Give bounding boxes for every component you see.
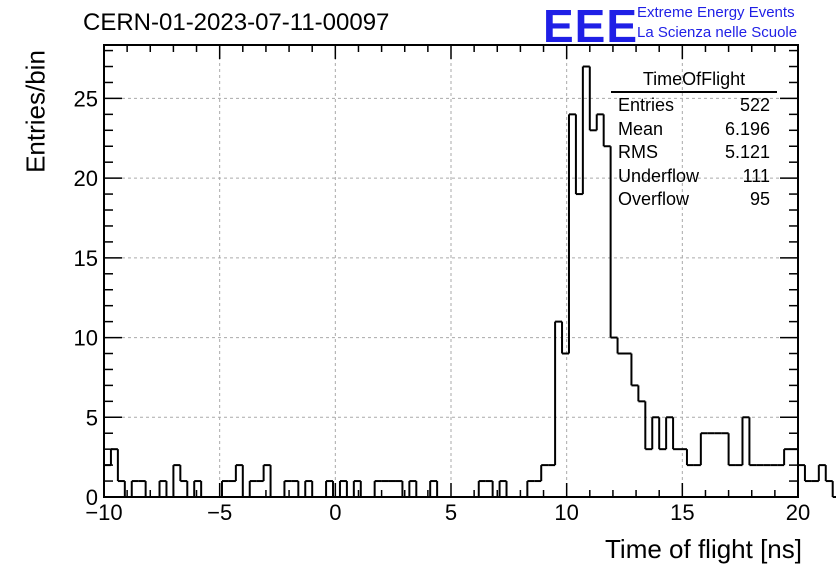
x-tick-label: −10 [85, 500, 122, 525]
y-tick-label: 20 [74, 166, 98, 191]
stats-label: Underflow [618, 165, 700, 186]
stats-value: 111 [742, 165, 770, 186]
stats-row-rms: RMS 5.121 [611, 140, 777, 164]
histogram-series [103, 65, 836, 498]
stats-box: TimeOfFlight Entries 522 Mean 6.196 RMS … [611, 69, 777, 211]
stats-row-entries: Entries 522 [611, 93, 777, 117]
stats-row-underflow: Underflow 111 [611, 164, 777, 188]
stats-row-overflow: Overflow 95 [611, 187, 777, 211]
eee-logo: EEE [543, 0, 639, 52]
stats-label: Overflow [618, 189, 690, 209]
y-tick-label: 25 [74, 86, 98, 111]
stats-label: Mean [618, 118, 664, 139]
y-tick-label: 15 [74, 246, 98, 271]
x-tick-label: 10 [554, 500, 578, 525]
stats-row-mean: Mean 6.196 [611, 117, 777, 141]
x-axis-label: Time of flight [ns] [605, 534, 802, 564]
x-tick-label: 15 [670, 500, 694, 525]
x-tick-label: −5 [207, 500, 232, 525]
stats-value: 5.121 [724, 142, 770, 162]
stats-value: 522 [739, 95, 770, 115]
x-tick-label: 5 [445, 500, 457, 525]
logo-tagline-1: Extreme Energy Events [637, 4, 795, 21]
x-tick-label: 0 [329, 500, 341, 525]
stats-label: Entries [618, 95, 675, 115]
stats-value: 6.196 [724, 118, 770, 139]
y-axis-label: Entries/bin [20, 50, 51, 173]
axis-ticks [103, 45, 799, 498]
x-tick-label: 20 [786, 500, 810, 525]
axis-tick-labels: −10 −5 0 5 10 15 20 0 5 10 15 20 25 [74, 86, 811, 525]
stats-title: TimeOfFlight [611, 69, 777, 93]
y-tick-label: 5 [86, 405, 98, 430]
run-title: CERN-01-2023-07-11-00097 [83, 9, 390, 36]
grid-lines [104, 45, 798, 497]
logo-tagline-2: La Scienza nelle Scuole [637, 24, 798, 41]
y-tick-label: 10 [74, 326, 98, 351]
y-tick-label: 0 [86, 485, 98, 510]
stats-value: 95 [749, 189, 770, 209]
stats-label: RMS [618, 142, 658, 162]
